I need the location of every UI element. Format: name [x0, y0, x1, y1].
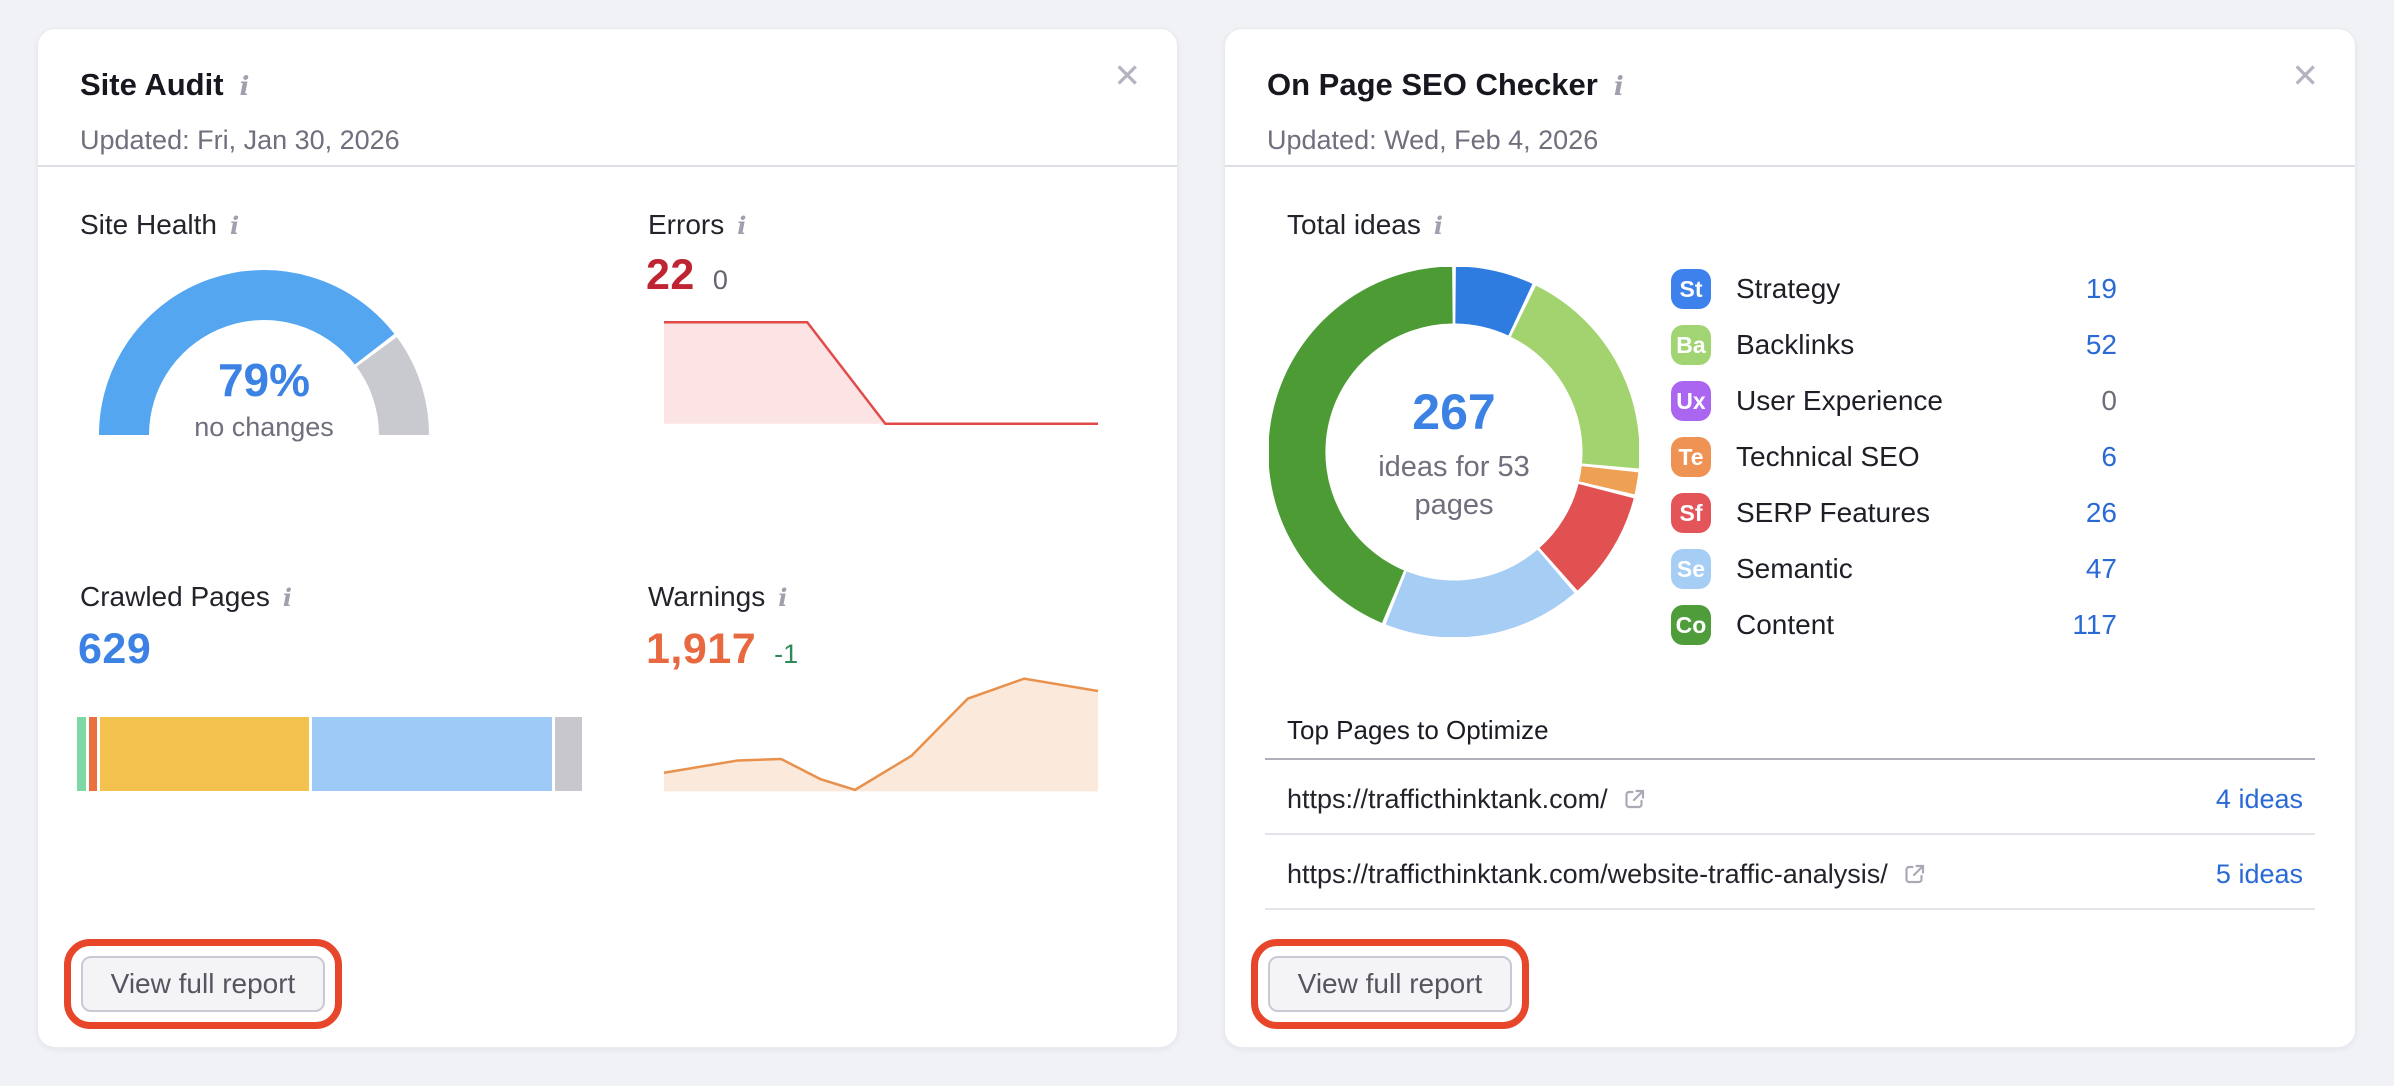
warnings-delta: -1 — [774, 639, 799, 669]
info-icon[interactable]: i — [778, 583, 788, 612]
page-url: https://trafficthinktank.com/ — [1287, 783, 1608, 814]
site-audit-header: Site Audit i Updated: Fri, Jan 30, 2026 ✕ — [38, 29, 1177, 167]
warnings-value: 1,917 — [646, 625, 757, 673]
errors-label: Errors i — [648, 209, 747, 240]
top-page-row: https://trafficthinktank.com/ 4 ideas — [1287, 766, 2303, 832]
legend-label: Semantic — [1736, 553, 1853, 584]
external-link-icon[interactable] — [1623, 787, 1647, 811]
ideas-count-link[interactable]: 4 ideas — [2215, 783, 2303, 814]
info-icon[interactable]: i — [282, 583, 292, 612]
top-pages-heading: Top Pages to Optimize — [1287, 715, 1549, 745]
technical-seo-count-link[interactable]: 6 — [2101, 441, 2117, 472]
site-audit-widget: Site Audit i Updated: Fri, Jan 30, 2026 ✕… — [37, 28, 1178, 1048]
strategy-badge: St — [1671, 269, 1711, 309]
total-ideas-caption: ideas for 53 pages — [1378, 451, 1530, 521]
external-link-icon[interactable] — [1903, 862, 1927, 886]
errors-delta: 0 — [712, 265, 728, 295]
errors-trend-chart — [664, 319, 1098, 427]
site-health-note: no changes — [194, 412, 334, 442]
site-audit-updated: Updated: Fri, Jan 30, 2026 — [80, 125, 400, 155]
legend-item-serp-features: Sf SERP Features 26 — [1671, 485, 2117, 541]
ideas-count-link[interactable]: 5 ideas — [2215, 858, 2303, 889]
legend-item-user-experience: Ux User Experience 0 — [1671, 373, 2117, 429]
crawled-pages-value-row: 629 — [78, 625, 151, 674]
errors-value-row: 22 0 — [646, 251, 728, 300]
user-experience-count: 0 — [2101, 385, 2117, 416]
semantic-count-link[interactable]: 47 — [2085, 553, 2117, 584]
site-health-label: Site Health i — [80, 209, 240, 240]
content-badge: Co — [1671, 605, 1711, 645]
total-ideas-label: Total ideas i — [1287, 209, 1443, 240]
donut-center: 267 ideas for 53 pages — [1337, 383, 1571, 524]
info-icon[interactable]: i — [1433, 211, 1443, 240]
on-page-updated: Updated: Wed, Feb 4, 2026 — [1267, 125, 1599, 155]
annotation-highlight: View full report — [64, 939, 342, 1029]
legend-label: SERP Features — [1736, 497, 1931, 528]
legend-item-technical-seo: Te Technical SEO 6 — [1671, 429, 2117, 485]
semantic-badge: Se — [1671, 549, 1711, 589]
annotation-highlight: View full report — [1251, 939, 1529, 1029]
crawled-pages-value: 629 — [78, 625, 152, 673]
errors-value: 22 — [646, 251, 695, 299]
site-health-gauge: 79% no changes — [94, 263, 434, 443]
ideas-legend: St Strategy 19 Ba Backlinks 52 Ux User E… — [1671, 261, 2117, 653]
backlinks-badge: Ba — [1671, 325, 1711, 365]
on-page-title: On Page SEO Checker — [1267, 67, 1598, 102]
legend-label: User Experience — [1736, 385, 1943, 416]
on-page-seo-checker-widget: On Page SEO Checker i Updated: Wed, Feb 4… — [1224, 28, 2356, 1048]
view-full-report-button[interactable]: View full report — [81, 956, 325, 1012]
info-icon[interactable]: i — [239, 72, 250, 102]
view-full-report-button[interactable]: View full report — [1268, 956, 1512, 1012]
legend-label: Technical SEO — [1736, 441, 1920, 472]
warnings-trend-chart — [664, 675, 1098, 795]
divider — [1265, 758, 2315, 760]
crawled-pages-bar-chart — [77, 717, 582, 791]
technical-seo-badge: Te — [1671, 437, 1711, 477]
site-health-gauge-center: 79% no changes — [94, 353, 434, 443]
crawled-pages-label: Crawled Pages i — [80, 581, 292, 612]
info-icon[interactable]: i — [737, 211, 747, 240]
divider — [1265, 833, 2315, 835]
serp-features-count-link[interactable]: 26 — [2085, 497, 2117, 528]
top-page-row: https://trafficthinktank.com/website-tra… — [1287, 841, 2303, 907]
serp-features-badge: Sf — [1671, 493, 1711, 533]
legend-item-strategy: St Strategy 19 — [1671, 261, 2117, 317]
info-icon[interactable]: i — [1613, 72, 1624, 102]
strategy-count-link[interactable]: 19 — [2085, 273, 2117, 304]
warnings-label: Warnings i — [648, 581, 788, 612]
close-icon[interactable]: ✕ — [2291, 57, 2319, 94]
legend-label: Content — [1736, 609, 1835, 640]
info-icon[interactable]: i — [229, 211, 240, 240]
total-ideas-donut-chart: 267 ideas for 53 pages — [1269, 267, 1639, 637]
warnings-value-row: 1,917 -1 — [646, 625, 798, 674]
legend-item-backlinks: Ba Backlinks 52 — [1671, 317, 2117, 373]
total-ideas-value: 267 — [1412, 384, 1496, 440]
close-icon[interactable]: ✕ — [1113, 57, 1141, 94]
site-health-percent: 79% — [217, 354, 311, 406]
page-url: https://trafficthinktank.com/website-tra… — [1287, 858, 1888, 889]
legend-label: Backlinks — [1736, 329, 1855, 360]
legend-item-semantic: Se Semantic 47 — [1671, 541, 2117, 597]
user-experience-badge: Ux — [1671, 381, 1711, 421]
content-count-link[interactable]: 117 — [2072, 609, 2117, 640]
on-page-header: On Page SEO Checker i Updated: Wed, Feb 4… — [1225, 29, 2355, 167]
site-audit-title: Site Audit — [80, 67, 224, 102]
backlinks-count-link[interactable]: 52 — [2085, 329, 2117, 360]
divider — [1265, 908, 2315, 910]
legend-label: Strategy — [1736, 273, 1841, 304]
legend-item-content: Co Content 117 — [1671, 597, 2117, 653]
